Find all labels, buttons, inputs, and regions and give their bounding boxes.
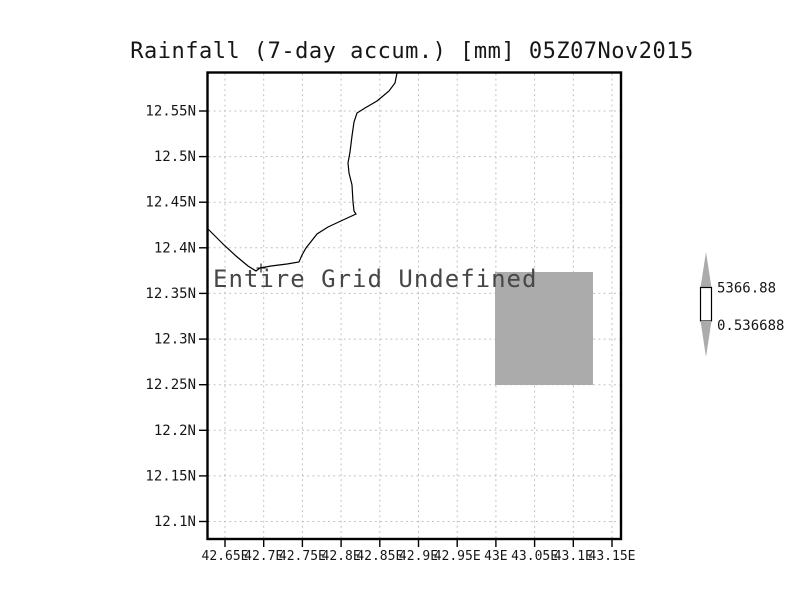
colorbar-bottom-arrow <box>700 321 712 357</box>
y-tick-label: 12.3N <box>154 332 196 348</box>
plot-title: Rainfall (7-day accum.) [mm] 05Z07Nov201… <box>130 39 694 64</box>
axis-tick-marks <box>199 110 613 547</box>
x-tick-label: 42.75E <box>279 549 326 564</box>
map-frame <box>206 71 623 541</box>
coastline-path <box>207 72 398 272</box>
x-tick-label: 43.15E <box>589 549 636 564</box>
y-axis-labels: 12.55N 12.5N 12.45N 12.4N 12.35N 12.3N 1… <box>145 104 196 531</box>
y-tick-label: 12.1N <box>154 514 196 530</box>
y-tick-label: 12.4N <box>154 240 196 256</box>
colorbar-box <box>699 286 713 322</box>
undefined-grid-message: Entire Grid Undefined <box>213 265 537 293</box>
y-tick-label: 12.25N <box>145 377 196 393</box>
coast-plus-marker <box>256 263 266 273</box>
x-tick-label: 42.65E <box>202 549 249 564</box>
colorbar: 5366.88 0.536688 <box>699 252 784 357</box>
y-tick-label: 12.2N <box>154 423 196 439</box>
x-tick-label: 43E <box>484 549 507 564</box>
x-tick-label: 42.7E <box>244 549 283 564</box>
y-tick-label: 12.35N <box>145 286 196 302</box>
x-axis-labels: 42.65E 42.7E 42.75E 42.8E 42.85E 42.9E 4… <box>202 549 636 564</box>
colorbar-top-arrow <box>700 252 712 288</box>
x-tick-label: 43.05E <box>511 549 558 564</box>
x-tick-label: 43.1E <box>554 549 593 564</box>
colorbar-max-label: 5366.88 <box>717 281 776 297</box>
x-tick-label: 42.95E <box>434 549 481 564</box>
y-tick-label: 12.15N <box>145 468 196 484</box>
x-tick-label: 42.9E <box>399 549 438 564</box>
y-tick-label: 12.45N <box>145 195 196 211</box>
y-tick-label: 12.55N <box>145 104 196 120</box>
grid-lines <box>208 73 620 538</box>
masked-data-region <box>495 272 593 385</box>
y-tick-label: 12.5N <box>154 149 196 165</box>
colorbar-min-label: 0.536688 <box>717 318 784 334</box>
x-tick-label: 42.8E <box>322 549 361 564</box>
x-tick-label: 42.85E <box>356 549 403 564</box>
